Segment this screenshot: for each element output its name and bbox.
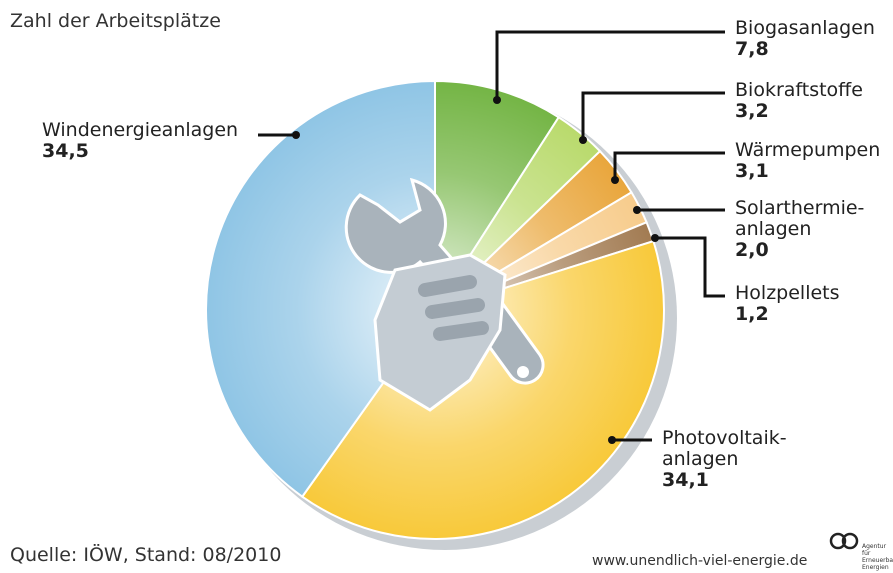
logo-text: Agentur für Erneuerbare Energien <box>862 543 893 571</box>
value-label: 2,0 <box>735 239 769 261</box>
leader-line <box>655 236 725 298</box>
leader-dot <box>579 136 587 144</box>
value-label: 3,1 <box>735 160 769 182</box>
slice-label: Wärmepumpen 3,1 <box>735 140 880 182</box>
slice-label: Biogasanlagen 7,8 <box>735 18 875 60</box>
slice-label: Windenergieanlagen 34,5 <box>42 120 238 162</box>
leader-dot <box>493 96 501 104</box>
category-label: Windenergieanlagen <box>42 119 239 141</box>
leader-lines <box>258 30 725 444</box>
leader-dot <box>651 234 659 242</box>
slice-label: Solarthermie- anlagen 2,0 <box>735 198 864 261</box>
category-label: Biogasanlagen <box>735 17 875 39</box>
chart-title: Zahl der Arbeitsplätze <box>10 10 221 32</box>
logo <box>829 532 859 550</box>
category-label: Wärmepumpen <box>735 139 881 161</box>
value-label: 34,5 <box>42 140 89 162</box>
website: www.unendlich-viel-energie.de <box>592 553 808 569</box>
source: Quelle: IÖW, Stand: 08/2010 <box>10 544 282 566</box>
leader-line <box>613 151 725 180</box>
value-label: 34,1 <box>662 469 709 491</box>
value-label: 3,2 <box>735 100 769 122</box>
value-label: 1,2 <box>735 303 769 325</box>
leader-dot <box>608 436 616 444</box>
value-label: 7,8 <box>735 38 769 60</box>
category-label: Biokraftstoffe <box>735 79 863 101</box>
category-label: Holzpellets <box>735 282 840 304</box>
slice-label: Photovoltaik- anlagen 34,1 <box>662 428 787 491</box>
wrench-icon <box>344 177 545 412</box>
category-label: Solarthermie- anlagen <box>735 197 865 240</box>
leader-dot <box>633 206 641 214</box>
slice-label: Holzpellets 1,2 <box>735 283 840 325</box>
slice-label: Biokraftstoffe 3,2 <box>735 80 863 122</box>
leader-line <box>495 30 725 100</box>
leader-dot <box>292 131 300 139</box>
category-label: Photovoltaik- anlagen <box>662 427 787 470</box>
leader-line <box>581 91 725 140</box>
leader-dot <box>611 176 619 184</box>
